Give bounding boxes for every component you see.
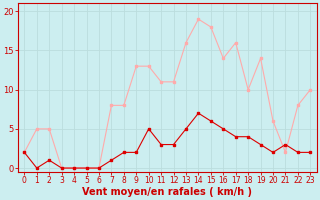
X-axis label: Vent moyen/en rafales ( km/h ): Vent moyen/en rafales ( km/h ) <box>82 187 252 197</box>
